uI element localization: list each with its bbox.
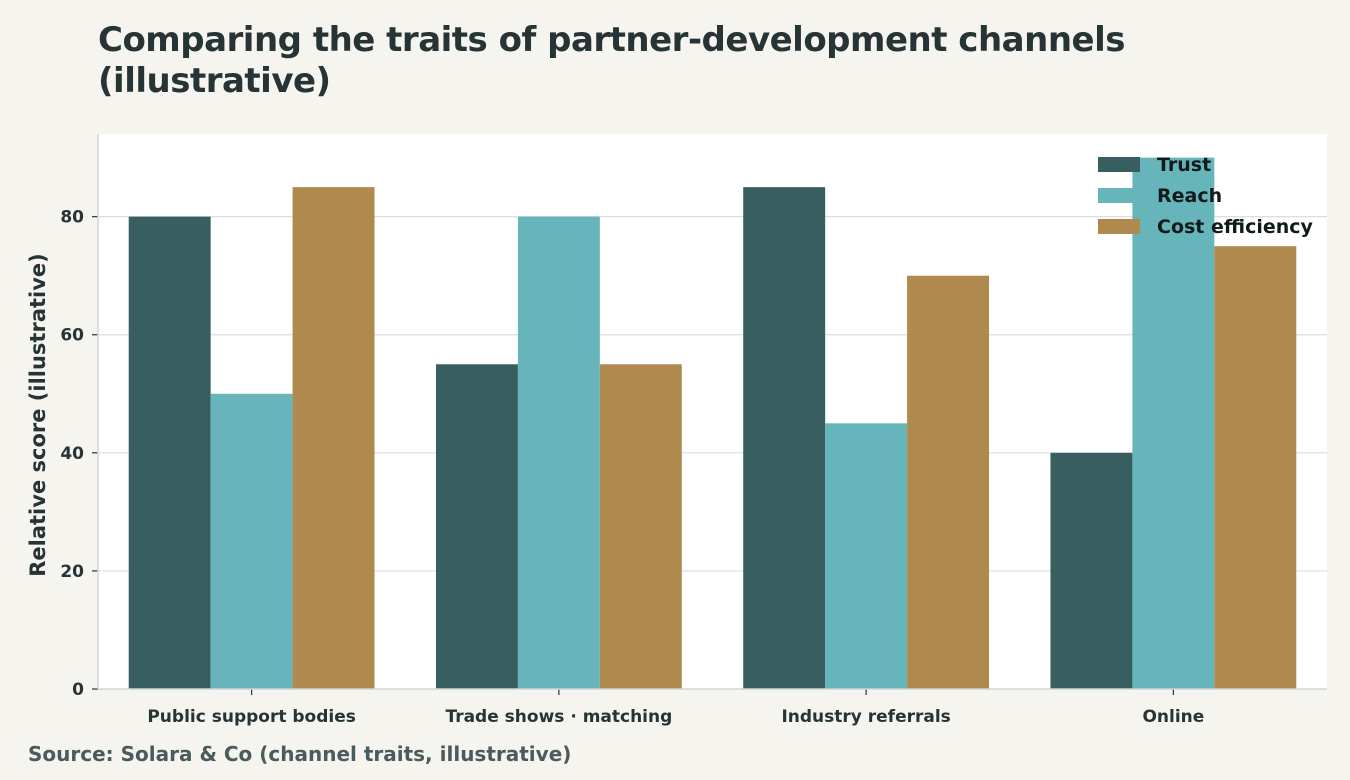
y-tick-label: 20 — [60, 562, 84, 582]
legend-label: Reach — [1157, 185, 1222, 207]
bars — [128, 157, 1297, 690]
bar-trust — [435, 364, 518, 689]
bar-reach — [517, 216, 600, 689]
legend-label: Cost efficiency — [1157, 216, 1314, 238]
y-axis-title: Relative score (illustrative) — [26, 253, 50, 577]
legend-swatch — [1098, 219, 1140, 234]
legend: Trust Reach Cost efficiency — [1098, 154, 1314, 238]
y-tick-label: 60 — [60, 326, 84, 346]
y-tick-label: 80 — [60, 208, 84, 228]
bar-reach — [825, 423, 908, 689]
bar-trust — [743, 187, 826, 689]
source-note: Source: Solara & Co (channel traits, ill… — [28, 742, 572, 766]
x-tick-label: Public support bodies — [147, 707, 356, 727]
x-tick-label: Trade shows · matching — [445, 707, 672, 727]
bar-cost-efficiency — [907, 275, 990, 689]
axes: 0 20 40 60 80 Public support bodies Trade show… — [60, 134, 1327, 727]
x-tick-label: Industry referrals — [781, 707, 950, 727]
x-tick-label: Online — [1142, 707, 1204, 727]
bar-cost-efficiency — [292, 187, 375, 689]
bar-cost-efficiency — [599, 364, 682, 689]
y-tick-label: 40 — [60, 444, 84, 464]
legend-label: Trust — [1157, 154, 1211, 176]
bar-reach — [210, 393, 293, 689]
bar-cost-efficiency — [1214, 246, 1297, 689]
bar-reach — [1132, 157, 1215, 690]
legend-swatch — [1098, 157, 1140, 172]
y-tick-label: 0 — [72, 680, 84, 700]
chart-title: Comparing the traits of partner-developm… — [98, 20, 1125, 101]
bar-trust — [128, 216, 211, 689]
legend-swatch — [1098, 188, 1140, 203]
bar-trust — [1050, 452, 1133, 689]
